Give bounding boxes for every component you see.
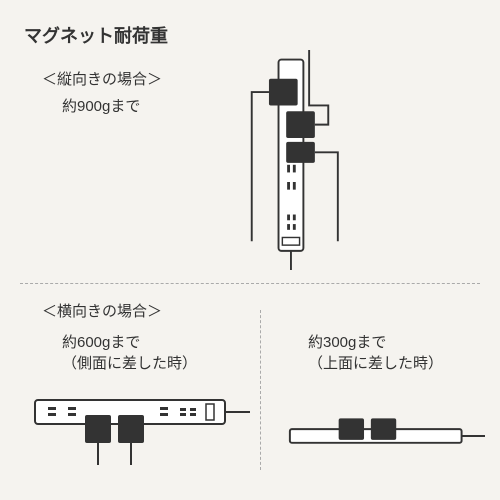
- side-note: （側面に差した時）: [62, 353, 197, 374]
- vertical-spec: 約900gまで: [62, 95, 162, 116]
- vertical-heading: ＜縦向きの場合＞: [42, 68, 162, 89]
- horizontal-divider: [20, 283, 480, 284]
- vertical-diagram: [200, 50, 380, 270]
- top-spec: 約300gまで: [308, 332, 443, 353]
- vertical-divider: [260, 310, 261, 470]
- top-spec-block: 約300gまで （上面に差した時）: [308, 332, 443, 374]
- horizontal-top-diagram: [285, 395, 485, 475]
- top-note: （上面に差した時）: [308, 353, 443, 374]
- side-spec-block: 約600gまで （側面に差した時）: [62, 332, 197, 374]
- horizontal-section: ＜横向きの場合＞: [42, 300, 162, 331]
- vertical-section: ＜縦向きの場合＞ 約900gまで: [42, 68, 162, 116]
- horizontal-side-diagram: [30, 395, 250, 475]
- side-spec: 約600gまで: [62, 332, 197, 353]
- page-title: マグネット耐荷重: [24, 22, 168, 48]
- horizontal-heading: ＜横向きの場合＞: [42, 300, 162, 321]
